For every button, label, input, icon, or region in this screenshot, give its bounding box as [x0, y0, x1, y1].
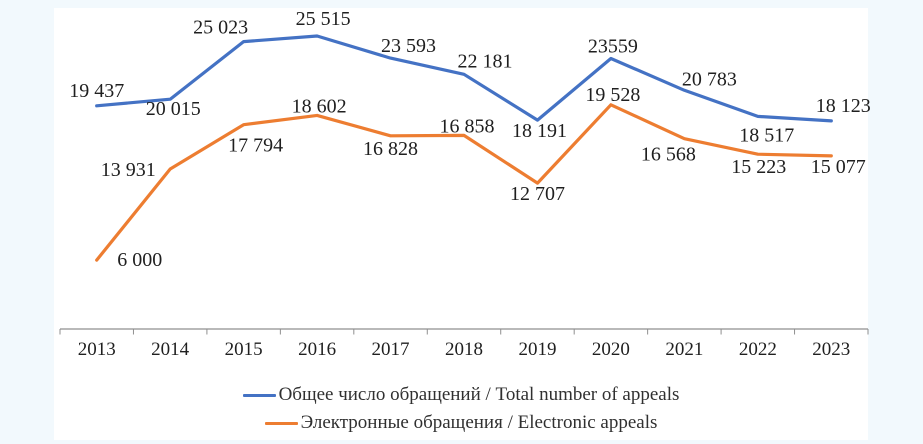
x-axis-label: 2015 [225, 339, 263, 360]
data-label: 25 515 [296, 8, 351, 30]
data-label: 17 794 [228, 135, 283, 157]
series-line-total-appeals [95, 34, 833, 123]
legend-item-total-appeals: Общее число обращений / Total number of … [242, 381, 680, 409]
data-label: 20 783 [682, 68, 737, 90]
x-axis-label: 2021 [665, 339, 703, 360]
data-label: 16 858 [440, 115, 495, 137]
data-label: 15 223 [731, 156, 786, 178]
x-axis-label: 2022 [739, 339, 777, 360]
x-axis-label: 2018 [445, 339, 483, 360]
legend-swatch-electronic-appeals-icon [264, 421, 298, 425]
data-label: 12 707 [510, 183, 565, 205]
legend: Общее число обращений / Total number of … [54, 381, 868, 437]
data-label: 19 528 [585, 84, 640, 106]
data-label: 6 000 [117, 249, 162, 271]
chart-panel [54, 8, 868, 440]
data-label: 22 181 [458, 50, 513, 72]
data-label: 15 077 [811, 156, 866, 178]
legend-label-total-appeals: Общее число обращений / Total number of … [278, 384, 680, 405]
x-axis-label: 2016 [298, 339, 336, 360]
legend-swatch-total-appeals-icon [242, 393, 276, 397]
x-axis-label: 2020 [592, 339, 630, 360]
data-label: 23 593 [381, 35, 436, 57]
data-label: 25 023 [193, 17, 248, 39]
data-label: 18 602 [292, 95, 347, 117]
data-label: 20 015 [146, 98, 201, 120]
legend-label-electronic-appeals: Электронные обращения / Electronic appea… [300, 412, 658, 433]
x-axis-label: 2014 [151, 339, 190, 360]
x-axis-label: 2023 [812, 339, 850, 360]
data-label: 18 191 [512, 120, 567, 142]
data-label: 23559 [588, 36, 638, 58]
data-label: 13 931 [101, 159, 156, 181]
x-axis-label: 2013 [78, 339, 116, 360]
legend-item-electronic-appeals: Электронные обращения / Electronic appea… [264, 409, 658, 437]
data-label: 16 568 [641, 144, 696, 166]
x-axis-label: 2017 [372, 339, 410, 360]
x-axis-label: 2019 [518, 339, 556, 360]
data-label: 19 437 [69, 80, 124, 102]
data-label: 16 828 [363, 138, 418, 160]
series-line-electronic-appeals [95, 103, 833, 262]
data-label: 18 517 [739, 124, 794, 146]
data-label: 18 123 [816, 95, 871, 117]
